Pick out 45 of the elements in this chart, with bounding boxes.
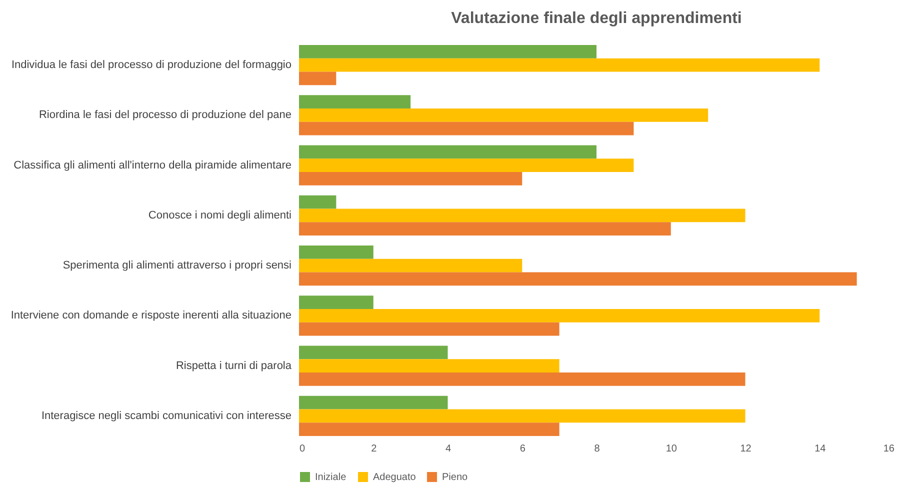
bar: [299, 158, 634, 172]
y-tick-label: Sperimenta gli alimenti attraverso i propri sensi: [62, 260, 292, 272]
y-tick-label: Classifica gli alimenti all'interno della piramide alimentare: [14, 159, 292, 172]
x-tick-label: 4: [445, 444, 452, 454]
bar: [299, 258, 522, 272]
bar: [299, 359, 560, 372]
bar: [299, 396, 448, 410]
x-tick-label: 0: [300, 444, 306, 454]
bar: [299, 346, 448, 360]
bar: [299, 108, 708, 122]
bar: [299, 372, 746, 386]
x-tick-label: 12: [740, 444, 752, 454]
x-tick-label: 6: [520, 444, 526, 454]
legend-label: Pieno: [442, 472, 468, 483]
bar: [299, 246, 374, 259]
legend-label: Iniziale: [315, 472, 347, 483]
bar: [299, 422, 560, 436]
bar: [299, 409, 746, 423]
y-tick-label: Riordina le fasi del processo di produzione del pane: [38, 109, 292, 122]
bar: [299, 222, 671, 236]
bar: [299, 95, 411, 109]
bar: [299, 72, 336, 86]
bar: [299, 208, 746, 222]
x-tick-label: 10: [666, 444, 678, 454]
bar: [299, 195, 336, 209]
x-tick-label: 8: [594, 444, 600, 454]
x-tick-label: 14: [814, 444, 826, 454]
bar: [299, 172, 522, 186]
y-tick-label: Interagisce negli scambi comunicativi con interesse: [41, 410, 292, 422]
y-tick-label: Interviene con domande e risposte inerenti alla situazione: [10, 310, 292, 322]
bar: [299, 296, 374, 310]
y-tick-label: Rispetta i turni di parola: [176, 360, 292, 372]
chart-title: Valutazione finale degli apprendimenti: [451, 10, 742, 27]
y-tick-label: Individua le fasi del processo di produzione del formaggio: [11, 59, 292, 72]
bar: [299, 322, 560, 336]
x-tick-label: 16: [883, 444, 895, 454]
legend-label: Adeguato: [373, 472, 416, 483]
bar: [299, 58, 820, 72]
bar: [299, 122, 634, 136]
bar: [299, 309, 820, 322]
bar: [299, 272, 857, 286]
x-tick-label: 2: [371, 444, 378, 454]
bar: [299, 45, 596, 58]
bar: [299, 145, 596, 159]
y-tick-label: Conosce i nomi degli alimenti: [148, 209, 292, 222]
